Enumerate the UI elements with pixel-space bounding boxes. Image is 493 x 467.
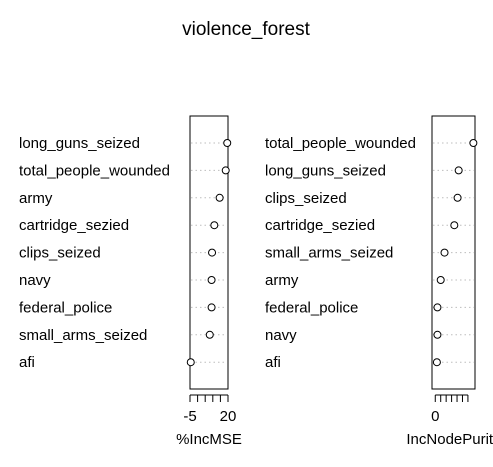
data-point (454, 166, 463, 175)
x-axis: -5 20 (183, 394, 237, 425)
category-label: federal_police (19, 299, 112, 316)
data-point (436, 276, 445, 284)
category-label: afi (265, 354, 281, 371)
data-point (453, 193, 462, 202)
chart-title: violence_forest (182, 19, 311, 40)
category-label: clips_seized (265, 190, 347, 207)
data-point (186, 358, 195, 367)
data-point (440, 248, 449, 257)
data-point (207, 276, 216, 284)
data-point (450, 221, 459, 230)
plot-frame (189, 115, 229, 390)
category-label: afi (19, 354, 35, 371)
x-tick-label: 0 (431, 408, 439, 425)
data-point (433, 330, 442, 339)
panels: long_guns_seized total_people_woundedarmy… (19, 115, 493, 448)
category-label: cartridge_sezied (19, 217, 129, 234)
category-label: cartridge_sezied (265, 217, 375, 234)
x-axis-label: %IncMSE (176, 431, 242, 448)
data-point (432, 358, 441, 367)
category-label: navy (19, 272, 51, 289)
category-label: small_arms_seized (19, 327, 147, 344)
x-tick-label: -5 (183, 408, 196, 425)
data-point (469, 139, 478, 147)
category-label: army (19, 190, 53, 207)
panel-incmse: long_guns_seized total_people_woundedarmy… (19, 115, 242, 448)
category-label: navy (265, 327, 297, 344)
data-point (215, 193, 224, 202)
data-point (221, 166, 230, 175)
data-point (433, 303, 442, 312)
category-label: small_arms_seized (265, 245, 393, 262)
category-label: federal_police (265, 299, 358, 316)
panel-incnodepurity: total_people_wounded long_guns_seizedclip… (265, 115, 493, 448)
data-point (208, 248, 217, 257)
data-point (210, 221, 219, 230)
x-tick-label: 20 (220, 408, 237, 425)
category-label: long_guns_seized (19, 135, 140, 152)
category-label: army (265, 272, 299, 289)
category-label: clips_seized (19, 245, 101, 262)
x-axis-label: IncNodePurity (406, 431, 493, 448)
category-label: total_people_wounded (19, 162, 170, 179)
x-axis: 0 (431, 394, 469, 425)
plot-frame (431, 115, 476, 390)
data-point (223, 139, 232, 147)
data-point (207, 303, 216, 312)
category-label: total_people_wounded (265, 135, 416, 152)
category-label: long_guns_seized (265, 162, 386, 179)
data-point (205, 330, 214, 339)
